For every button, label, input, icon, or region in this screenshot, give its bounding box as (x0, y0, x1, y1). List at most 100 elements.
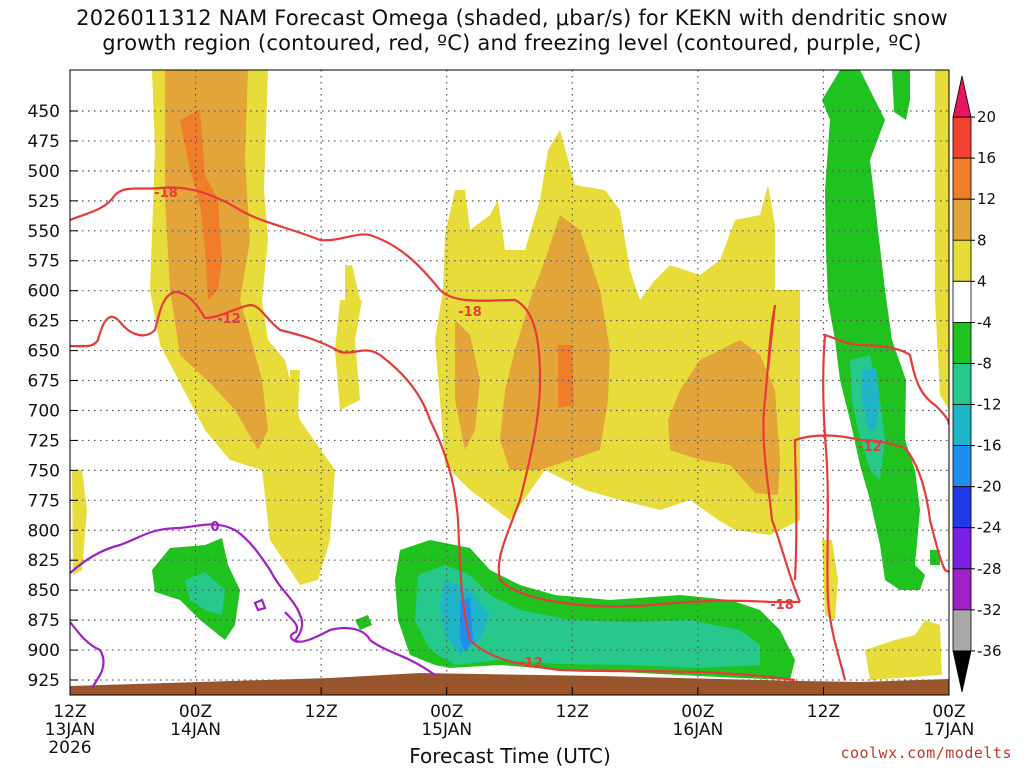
y-axis: 450 475 500 525 550 575 600 625 650 675 700 725 750 7… (28, 102, 78, 691)
x-tick-label: 00Z (681, 702, 714, 722)
omega-region-upward-strong (558, 345, 574, 408)
y-tick-label: 475 (28, 132, 60, 152)
y-tick-label: 450 (28, 102, 60, 122)
omega-region-upward-moderate (500, 215, 610, 470)
omega-region-downward-weak (355, 615, 372, 630)
y-tick-label: 750 (28, 461, 60, 481)
y-tick-label: 700 (28, 401, 60, 421)
contour-minus18-west (70, 186, 800, 608)
omega-region-upward-weak (822, 540, 838, 620)
y-tick-label: 725 (28, 431, 60, 451)
contour-label: -18 (154, 186, 178, 201)
x-tick-label: 17JAN (924, 720, 975, 740)
omega-region-upward-moderate (455, 320, 480, 450)
terrain-ground (70, 673, 949, 695)
colorbar-label: -32 (977, 601, 1002, 619)
omega-region-downward-moderate (185, 572, 225, 615)
x-tick-label: 12Z (305, 702, 338, 722)
colorbar-swatch (952, 157, 972, 200)
temperature-contours (70, 186, 949, 689)
colorbar-swatch (952, 568, 972, 611)
colorbar-label: -20 (977, 478, 1002, 496)
contour-minus12-west (70, 290, 796, 682)
colorbar-label: 20 (977, 108, 996, 126)
colorbar-swatch (952, 404, 972, 446)
x-axis-title: Forecast Time (UTC) (409, 744, 611, 768)
x-tick-label: 12Z (556, 702, 589, 722)
credit-link[interactable]: coolwx.com/modelts (840, 744, 1012, 762)
x-tick-label: 2026 (48, 738, 91, 758)
omega-region-upward-moderate (668, 340, 780, 495)
omega-region-upward-weak (345, 265, 360, 305)
x-tick-label: 12Z (807, 702, 840, 722)
x-tick-label: 00Z (179, 702, 212, 722)
x-tick-label: 12Z (53, 702, 86, 722)
contour-label: -18 (770, 598, 794, 613)
colorbar-label: 16 (977, 149, 996, 167)
contour-label: -12 (217, 312, 241, 327)
colorbar-label: -16 (977, 437, 1002, 455)
colorbar-label: -4 (977, 313, 992, 331)
omega-shading (70, 70, 949, 695)
colorbar-swatch (952, 609, 972, 652)
y-tick-label: 775 (28, 491, 60, 511)
y-tick-label: 625 (28, 312, 60, 332)
chart-title-line1: 2026011312 NAM Forecast Omega (shaded, μ… (76, 6, 948, 30)
colorbar-swatch (952, 198, 972, 241)
omega-region-downward-weak (892, 70, 910, 120)
plot-frame (69, 69, 950, 696)
chart-title-line2: growth region (contoured, red, ºC) and f… (102, 31, 922, 55)
colorbar-label: 8 (977, 231, 987, 249)
contour-freezing-level-wiggle (284, 611, 299, 644)
omega-region-downward-strong (862, 368, 880, 430)
omega-region-downward-moderate (415, 565, 760, 668)
omega-region-downward-weak (930, 550, 940, 565)
colorbar-swatch (952, 527, 972, 570)
contour-freezing-level-blob (253, 598, 267, 612)
colorbar-label: -24 (977, 519, 1002, 537)
omega-region-upward-weak (935, 70, 949, 410)
x-tick-label: 13JAN (45, 720, 96, 740)
y-tick-label: 800 (28, 521, 60, 541)
contour-label: -12 (858, 440, 882, 455)
y-tick-label: 525 (28, 192, 60, 212)
colorbar-swatch (952, 239, 972, 282)
contour-minus12-east (822, 333, 949, 681)
y-tick-label: 550 (28, 222, 60, 242)
colorbar-label: -12 (977, 396, 1002, 414)
colorbar-swatch (952, 650, 972, 693)
x-tick-label: 00Z (932, 702, 965, 722)
omega-region-upward-strong (180, 110, 222, 300)
x-tick-label: 16JAN (673, 720, 724, 740)
contour-freezing-level-lower (70, 621, 105, 689)
colorbar-swatch (952, 280, 972, 323)
omega-region-upward-weak (865, 620, 942, 680)
y-tick-label: 850 (28, 581, 60, 601)
y-tick-label: 600 (28, 282, 60, 302)
colorbar-swatch (952, 445, 972, 488)
omega-region-downward-weak (822, 70, 925, 590)
y-tick-label: 650 (28, 342, 60, 362)
y-tick-label: 875 (28, 611, 60, 631)
grid-lines (70, 70, 949, 695)
colorbar-swatch (952, 363, 972, 405)
colorbar-label: -8 (977, 354, 992, 372)
y-tick-label: 925 (28, 671, 60, 691)
contour-labels: -18 -12 -18 -12 -18 -12 0 (154, 186, 882, 671)
y-tick-label: 500 (28, 162, 60, 182)
y-tick-label: 675 (28, 372, 60, 392)
omega-region-upward-weak (335, 300, 362, 410)
contour-minus12-east-inner (793, 434, 949, 581)
x-tick-label: 00Z (430, 702, 463, 722)
y-tick-label: 575 (28, 252, 60, 272)
x-tick-label: 15JAN (421, 720, 472, 740)
colorbar-swatch (952, 75, 972, 118)
contour-label: 0 (210, 520, 219, 535)
contour-minus12-east-upper (766, 304, 777, 371)
contour-label: -12 (519, 656, 543, 671)
colorbar-swatch (952, 322, 972, 364)
contour-freezing-level (70, 523, 436, 676)
colorbar-label: 12 (977, 190, 996, 208)
